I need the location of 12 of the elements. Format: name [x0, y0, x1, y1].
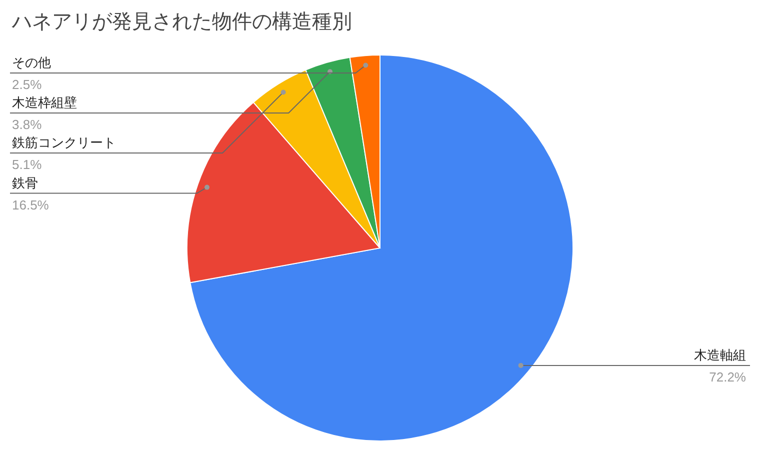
chart-title: ハネアリが発見された物件の構造種別: [11, 11, 352, 33]
slice-label: 木造枠組壁: [12, 95, 77, 110]
slice-label: 鉄骨: [12, 175, 38, 190]
slice-label: その他: [12, 55, 51, 70]
slice-label: 鉄筋コンクリート: [12, 135, 116, 150]
data-label: 5.1%: [12, 157, 42, 172]
data-label: 72.2%: [709, 369, 746, 384]
data-label: 3.8%: [12, 117, 42, 132]
data-label: 2.5%: [12, 77, 42, 92]
pie-slice: [190, 54, 574, 442]
slice-label: 木造軸組: [694, 347, 746, 362]
data-label: 16.5%: [12, 197, 50, 212]
